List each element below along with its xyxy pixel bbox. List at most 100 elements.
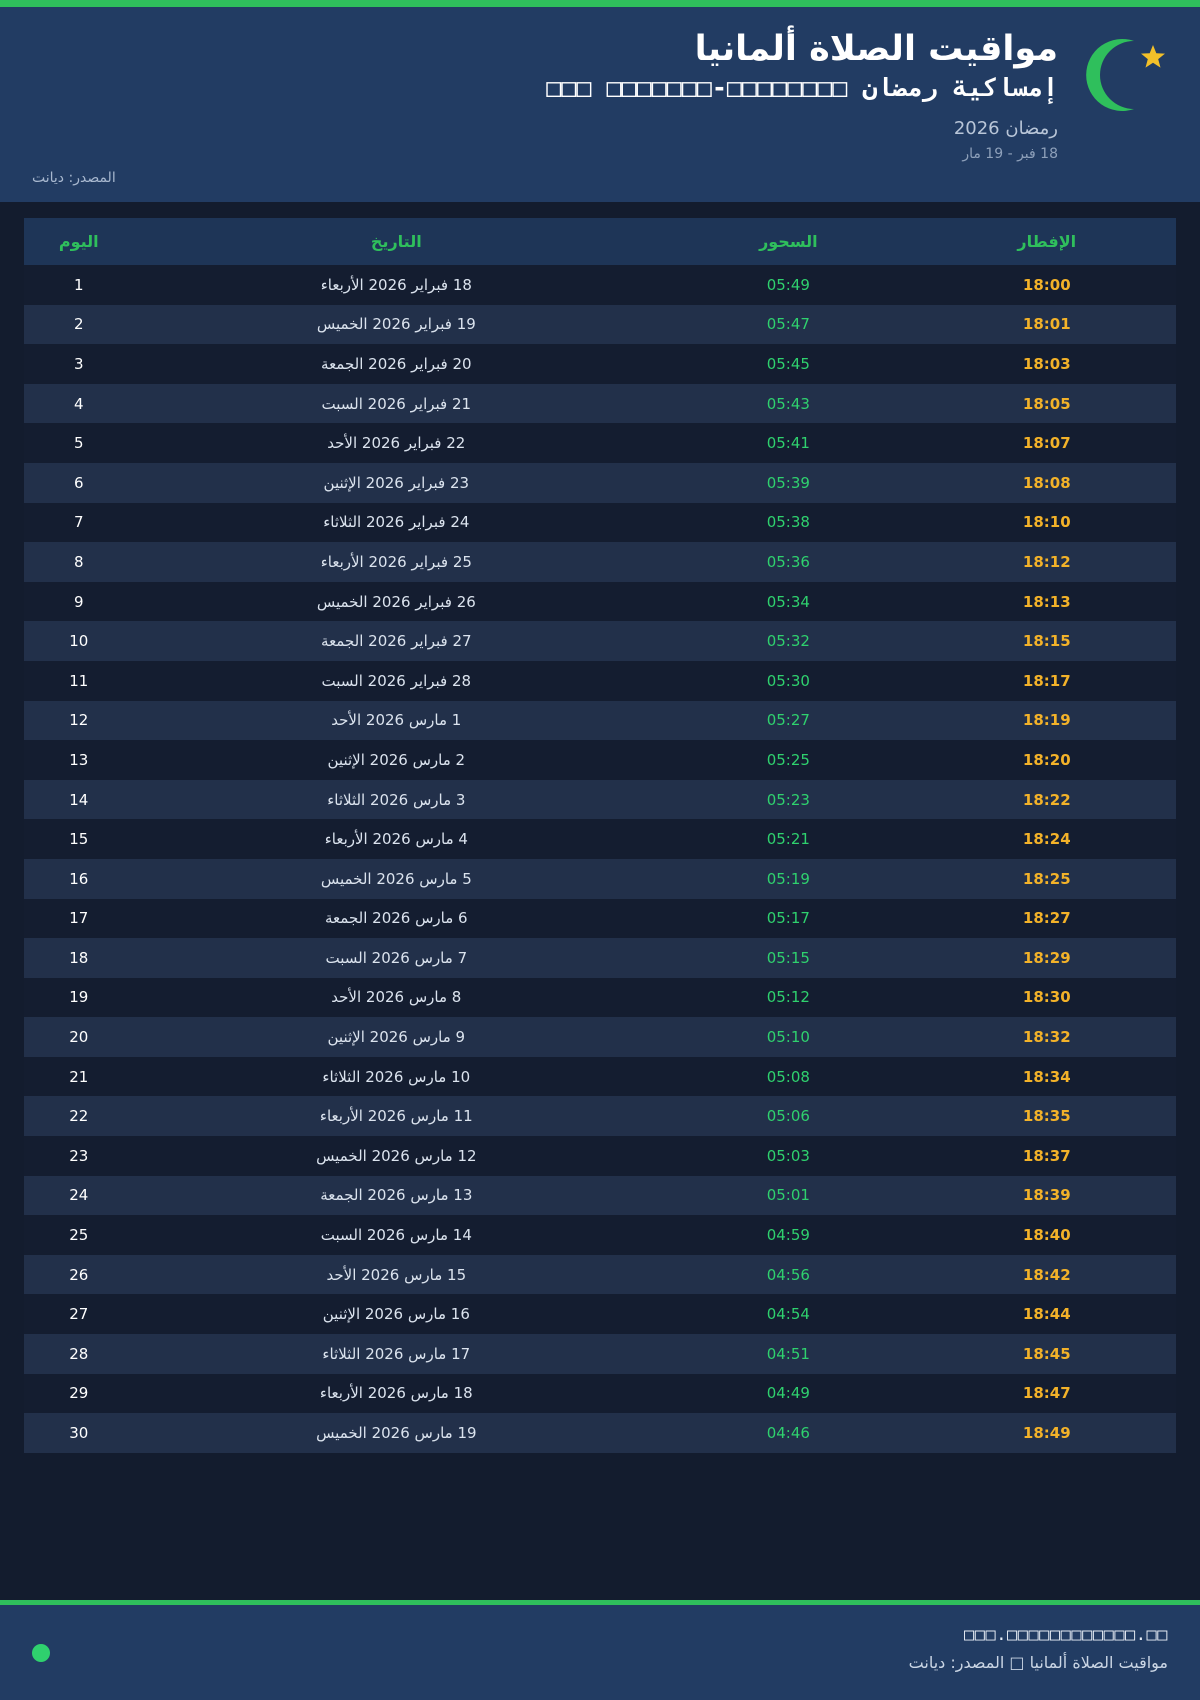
page-header: مواقيت الصلاة ألمانيا إمساكية رمضان □□□□… (0, 7, 1200, 202)
cell-day: 18 (69, 948, 89, 967)
table-row[interactable]: 29 18 مارس 2026 الأربعاء 04:49 18:47 (24, 1373, 1176, 1414)
cell-iftar: 18:35 (1022, 1107, 1071, 1126)
table-row[interactable]: 6 23 فبراير 2026 الإثنين 05:39 18:08 (24, 462, 1176, 503)
table-row[interactable]: 8 25 فبراير 2026 الأربعاء 05:36 18:12 (24, 542, 1176, 582)
cell-date: 4 مارس 2026 الأربعاء (324, 830, 468, 849)
crescent-moon-and-star-icon (1076, 29, 1168, 121)
table-row[interactable]: 24 13 مارس 2026 الجمعة 05:01 18:39 (24, 1175, 1176, 1216)
cell-date: 5 مارس 2026 الخميس (320, 869, 472, 888)
cell-iftar: 18:19 (1022, 711, 1071, 730)
date-range-label: 18 فبر - 19 مار (962, 145, 1058, 162)
footer-website-url[interactable]: □□□.□□□□□□□□□□□□.□□ (964, 1625, 1168, 1645)
cell-iftar: 18:15 (1022, 632, 1071, 651)
table-row[interactable]: 10 27 فبراير 2026 الجمعة 05:32 18:15 (24, 621, 1176, 661)
cell-day: 9 (73, 592, 84, 611)
table-row[interactable]: 13 2 مارس 2026 الإثنين 05:25 18:20 (24, 740, 1176, 780)
cell-suhur: 05:19 (766, 869, 810, 888)
cell-suhur: 05:12 (766, 988, 810, 1007)
table-row[interactable]: 18 7 مارس 2026 السبت 05:15 18:29 (24, 938, 1176, 978)
cell-iftar: 18:29 (1022, 948, 1071, 967)
cell-iftar: 18:44 (1022, 1305, 1071, 1324)
cell-date: 18 مارس 2026 الأربعاء (319, 1384, 473, 1403)
cell-iftar: 18:32 (1022, 1028, 1071, 1047)
cell-iftar: 18:47 (1022, 1384, 1071, 1403)
table-body: 1 18 فبراير 2026 الأربعاء 05:49 18:00 2 19 فب… (24, 265, 1176, 1453)
cell-iftar: 18:24 (1022, 830, 1071, 849)
cell-suhur: 04:46 (766, 1424, 810, 1443)
cell-date: 12 مارس 2026 الخميس (316, 1146, 477, 1165)
table-row[interactable]: 23 12 مارس 2026 الخميس 05:03 18:37 (24, 1136, 1176, 1176)
cell-date: 3 مارس 2026 الثلاثاء (327, 790, 466, 809)
cell-date: 13 مارس 2026 الجمعة (320, 1186, 473, 1205)
cell-suhur: 05:01 (766, 1186, 810, 1205)
cell-date: 27 فبراير 2026 الجمعة (321, 632, 472, 651)
cell-suhur: 05:23 (766, 790, 810, 809)
cell-suhur: 05:43 (766, 394, 810, 413)
cell-suhur: 05:08 (766, 1067, 810, 1086)
ramadan-schedule-table: اليوم التاريخ السحور الإفطار 1 18 فبراير … (24, 218, 1176, 1453)
cell-suhur: 05:30 (766, 671, 810, 690)
cell-day: 3 (73, 354, 84, 373)
table-row[interactable]: 22 11 مارس 2026 الأربعاء 05:06 18:35 (24, 1096, 1176, 1137)
cell-iftar: 18:42 (1022, 1265, 1071, 1284)
table-row[interactable]: 5 22 فبراير 2026 الأحد 05:41 18:07 (24, 423, 1176, 463)
table-row[interactable]: 30 19 مارس 2026 الخميس 04:46 18:49 (24, 1413, 1176, 1453)
cell-day: 22 (69, 1107, 89, 1126)
table-row[interactable]: 17 6 مارس 2026 الجمعة 05:17 18:27 (24, 898, 1176, 939)
table-row[interactable]: 28 17 مارس 2026 الثلاثاء 04:51 18:45 (24, 1334, 1176, 1374)
column-header-suhur[interactable]: السحور (659, 218, 918, 265)
cell-day: 27 (69, 1305, 89, 1324)
cell-date: 10 مارس 2026 الثلاثاء (322, 1067, 471, 1086)
cell-iftar: 18:49 (1022, 1424, 1071, 1443)
cell-day: 29 (69, 1384, 89, 1403)
table-header-row: اليوم التاريخ السحور الإفطار (24, 218, 1176, 265)
table-row[interactable]: 25 14 مارس 2026 السبت 04:59 18:40 (24, 1215, 1176, 1255)
table-row[interactable]: 7 24 فبراير 2026 الثلاثاء 05:38 18:10 (24, 502, 1176, 543)
cell-day: 28 (69, 1344, 89, 1363)
table-row[interactable]: 19 8 مارس 2026 الأحد 05:12 18:30 (24, 977, 1176, 1018)
table-row[interactable]: 2 19 فبراير 2026 الخميس 05:47 18:01 (24, 304, 1176, 345)
cell-iftar: 18:34 (1022, 1067, 1071, 1086)
cell-day: 17 (69, 909, 89, 928)
table-row[interactable]: 20 9 مارس 2026 الإثنين 05:10 18:32 (24, 1017, 1176, 1057)
page-subtitle: إمساكية رمضان □□□□□□□□-□□□□□□□ □□□ (546, 73, 1058, 103)
column-header-iftar[interactable]: الإفطار (917, 218, 1176, 265)
cell-suhur: 04:59 (766, 1226, 810, 1245)
cell-suhur: 05:39 (766, 473, 810, 492)
cell-iftar: 18:00 (1022, 275, 1071, 294)
cell-iftar: 18:10 (1022, 513, 1071, 532)
table-row[interactable]: 26 15 مارس 2026 الأحد 04:56 18:42 (24, 1254, 1176, 1295)
cell-suhur: 05:45 (766, 354, 810, 373)
table-row[interactable]: 3 20 فبراير 2026 الجمعة 05:45 18:03 (24, 344, 1176, 384)
cell-suhur: 04:56 (766, 1265, 810, 1284)
table-row[interactable]: 21 10 مارس 2026 الثلاثاء 05:08 18:34 (24, 1056, 1176, 1097)
cell-day: 15 (69, 830, 89, 849)
table-row[interactable]: 15 4 مارس 2026 الأربعاء 05:21 18:24 (24, 819, 1176, 859)
cell-day: 5 (73, 434, 84, 453)
cell-date: 7 مارس 2026 السبت (325, 948, 468, 967)
top-accent-bar (0, 0, 1200, 7)
cell-iftar: 18:45 (1022, 1344, 1071, 1363)
table-row[interactable]: 16 5 مارس 2026 الخميس 05:19 18:25 (24, 858, 1176, 899)
column-header-day[interactable]: اليوم (24, 218, 134, 265)
cell-suhur: 05:21 (766, 830, 810, 849)
cell-iftar: 18:37 (1022, 1146, 1071, 1165)
cell-iftar: 18:03 (1022, 354, 1071, 373)
table-row[interactable]: 12 1 مارس 2026 الأحد 05:27 18:19 (24, 700, 1176, 741)
cell-day: 25 (69, 1226, 89, 1245)
table-row[interactable]: 1 18 فبراير 2026 الأربعاء 05:49 18:00 (24, 265, 1176, 305)
table-row[interactable]: 27 16 مارس 2026 الإثنين 04:54 18:44 (24, 1294, 1176, 1335)
column-header-date[interactable]: التاريخ (133, 218, 660, 265)
cell-iftar: 18:22 (1022, 790, 1071, 809)
table-row[interactable]: 11 28 فبراير 2026 السبت 05:30 18:17 (24, 660, 1176, 701)
cell-iftar: 18:05 (1022, 394, 1071, 413)
table-row[interactable]: 14 3 مارس 2026 الثلاثاء 05:23 18:22 (24, 779, 1176, 820)
cell-suhur: 05:27 (766, 711, 810, 730)
cell-suhur: 05:32 (766, 632, 810, 651)
table-row[interactable]: 9 26 فبراير 2026 الخميس 05:34 18:13 (24, 581, 1176, 622)
cell-day: 30 (69, 1424, 89, 1443)
cell-suhur: 05:34 (766, 592, 810, 611)
table-row[interactable]: 4 21 فبراير 2026 السبت 05:43 18:05 (24, 383, 1176, 424)
cell-suhur: 05:38 (766, 513, 810, 532)
